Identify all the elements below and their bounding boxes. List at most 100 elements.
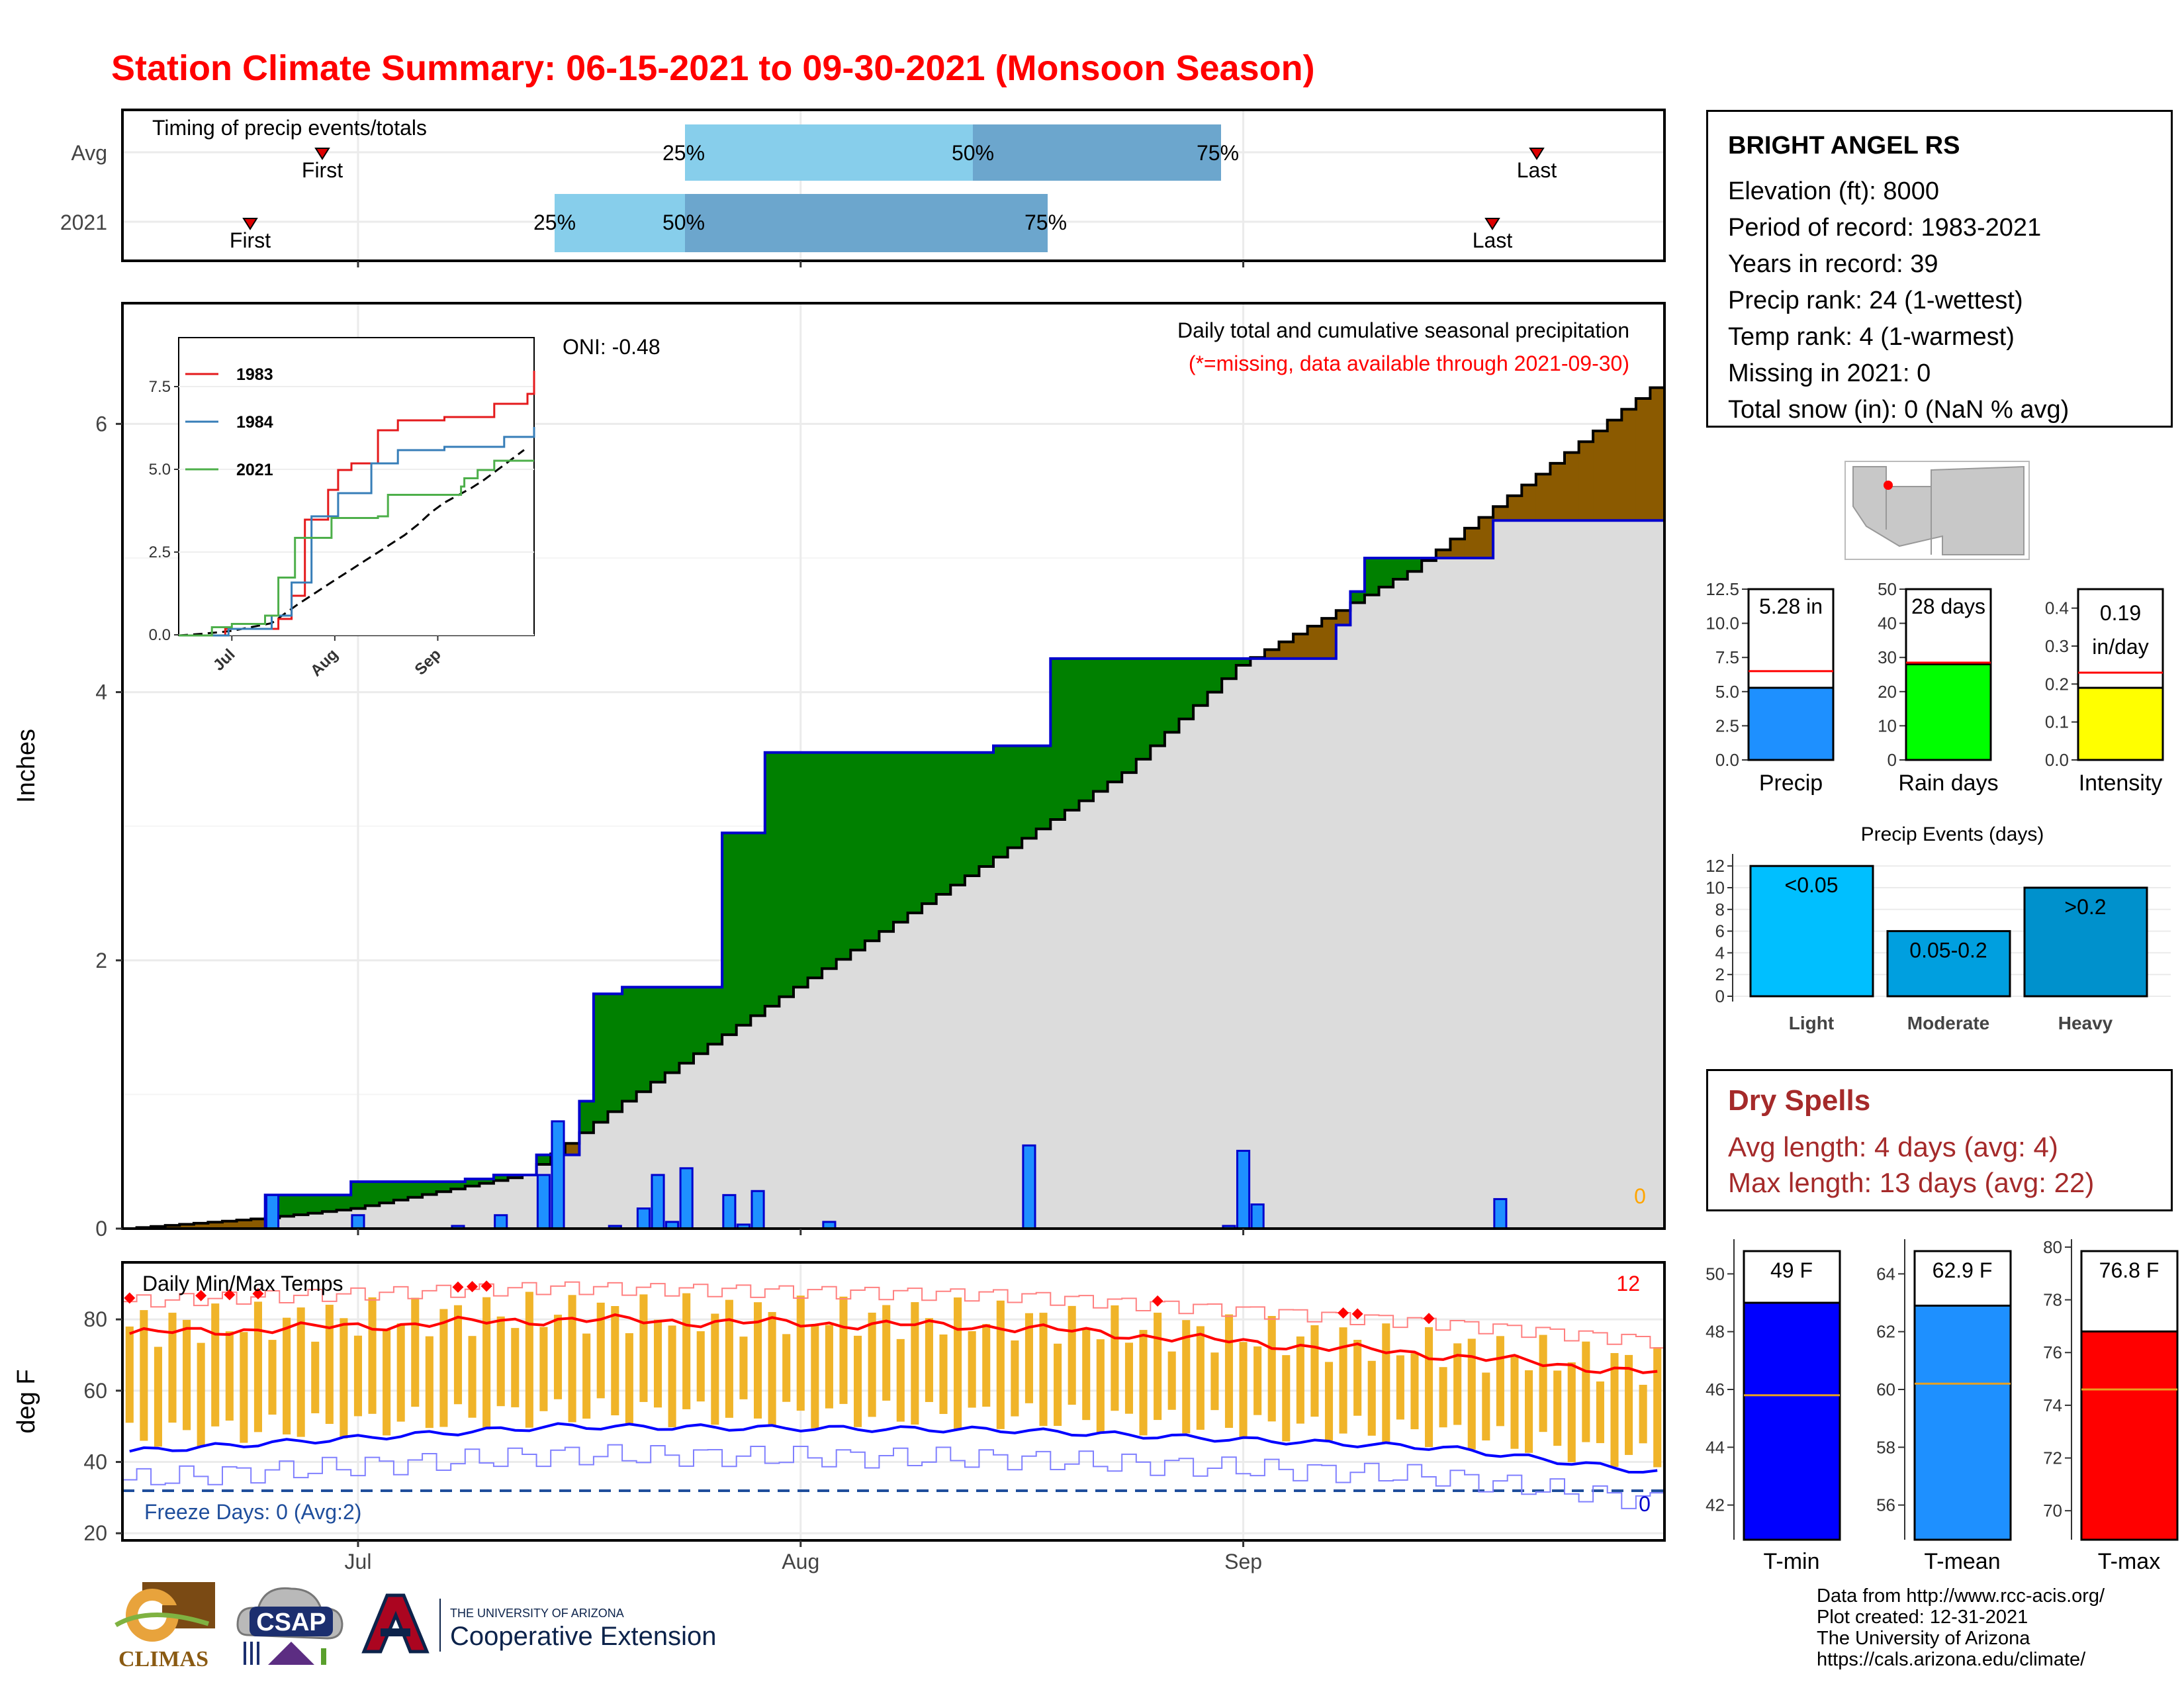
ua-logo-main: Cooperative Extension [450,1622,716,1651]
below-avg-segment [1279,641,1294,659]
below-avg-segment [236,1220,251,1229]
daily-temp-range-bar [1510,1354,1519,1449]
daily-temp-range-bar [696,1331,705,1402]
below-avg-segment [251,1219,266,1229]
avg-max-line [129,1313,1658,1374]
above-avg-segment [1379,557,1394,587]
above-avg-segment [465,1179,480,1186]
daily-temp-range-bar [982,1324,991,1407]
dry-spells-box: Dry Spells Avg length: 4 days (avg: 4) M… [1706,1069,2173,1211]
below-avg-segment [208,1222,223,1229]
daily-temp-range-bar [1539,1335,1547,1432]
daily-temp-range-bar [1054,1343,1062,1427]
dry-spells-max: Max length: 13 days (avg: 22) [1728,1167,2095,1198]
daily-temp-range-bar [325,1305,334,1425]
above-avg-segment [1093,658,1109,792]
daily-precip-bar [722,1194,737,1230]
above-avg-segment [593,994,609,1123]
daily-temp-range-bar [125,1326,134,1423]
cumulative-min-area [122,520,1664,1229]
avg-first-label: First [302,158,343,182]
daily-temp-range-bar [240,1332,248,1443]
above-avg-segment [1150,658,1165,746]
temp-summary-tick-label: 56 [1876,1495,1895,1515]
daily-temp-range-bar [1224,1314,1234,1429]
y2021-iqr-dark [685,194,1048,252]
above-avg-segment [1164,658,1180,733]
summary-charts: 0.0 2.5 5.0 7.5 10.0 12.5 5.28 in Precip 0 10 20 30… [1706,579,2164,796]
daily-temp-range-bar [525,1291,533,1428]
avg-first-marker [314,148,330,160]
above-avg-segment [1079,658,1094,801]
below-avg-segment [1635,398,1651,521]
below-avg-segment [1607,420,1622,521]
daily-temp-range-bar [1167,1351,1176,1410]
daily-temp-range-bar [796,1295,805,1411]
below-avg-segment [1593,430,1608,521]
record-temp-marker [1338,1307,1349,1319]
summary-y-tick-label: 0 [1888,750,1897,770]
temp-summary-tick-label: 70 [2043,1501,2062,1521]
daily-temp-range-bar [211,1303,220,1427]
avg-p50: 50% [952,141,994,165]
above-avg-segment [864,752,880,941]
avg-min-line [129,1422,1658,1474]
daily-temp-range-bar [1182,1320,1191,1434]
events-bar-label: >0.2 [2064,895,2106,919]
daily-precip-bar [351,1214,365,1230]
above-avg-segment [979,752,994,867]
summary-y-tick-label: 40 [1878,614,1897,633]
above-avg-segment [1036,745,1051,829]
daily-temp-range-bar [353,1335,363,1417]
daily-temp-range-bar [268,1340,277,1415]
daily-temp-range-bar [1639,1384,1647,1444]
footer-university: The University of Arizona [1817,1628,2030,1649]
footer-created: Plot created: 12-31-2021 [1817,1607,2028,1628]
temp-x-tick-label: Sep [1224,1550,1262,1573]
daily-temp-range-bar [1453,1343,1462,1425]
above-avg-segment [1364,557,1380,595]
summary-y-tick-label: 10 [1878,716,1897,735]
daily-temp-range-bar [911,1302,919,1425]
y2021-p75: 75% [1024,211,1067,234]
events-bar-label: 0.05-0.2 [1909,939,1987,962]
above-avg-segment [1136,658,1151,759]
daily-temp-range-bar [568,1295,576,1423]
daily-temp-range-bar [1382,1323,1390,1442]
summary-y-tick-label: 10.0 [1706,614,1739,633]
below-avg-segment [1493,506,1508,521]
daily-temp-range-bar [368,1297,377,1414]
ua-logo: THE UNIVERSITY OF ARIZONA Cooperative Ex… [357,1592,741,1662]
above-avg-segment [351,1182,366,1209]
y2021-first-label: First [230,228,271,252]
daily-precip-bar [494,1214,508,1230]
inset-series-2021 [179,459,534,637]
temp-summary-label: T-max [2098,1549,2160,1574]
summary-y-tick-label: 2.5 [1715,716,1739,735]
daily-temp-range-bar [1196,1326,1205,1430]
record-temp-marker [467,1281,478,1293]
temp-summary-label: T-mean [1924,1549,2000,1574]
above-avg-segment [764,752,780,1007]
daily-temp-range-bar [439,1309,448,1427]
above-avg-segment [408,1182,423,1197]
below-avg-segment [222,1221,238,1229]
below-avg-segment [1307,626,1322,659]
precip-y-label: Inches [13,729,40,803]
summary-value-bar [1905,663,1992,761]
above-avg-segment [636,987,651,1092]
timing-row-2021: 2021 [60,211,107,234]
temp-y-tick-label: 60 [83,1379,107,1403]
daily-temp-range-bar [1124,1342,1134,1414]
above-avg-segment [1350,591,1365,603]
daily-temp-range-bar [996,1300,1005,1429]
temp-summary-tick-label: 60 [1876,1380,1895,1399]
daily-temp-range-bar [596,1302,605,1399]
daily-temp-range-bar [197,1342,205,1448]
daily-temp-range-bar [140,1310,148,1441]
station-temp-rank: Temp rank: 4 (1-warmest) [1728,323,2015,351]
station-snow: Total snow (in): 0 (NaN % avg) [1728,396,2070,424]
y2021-first-marker [242,218,258,230]
